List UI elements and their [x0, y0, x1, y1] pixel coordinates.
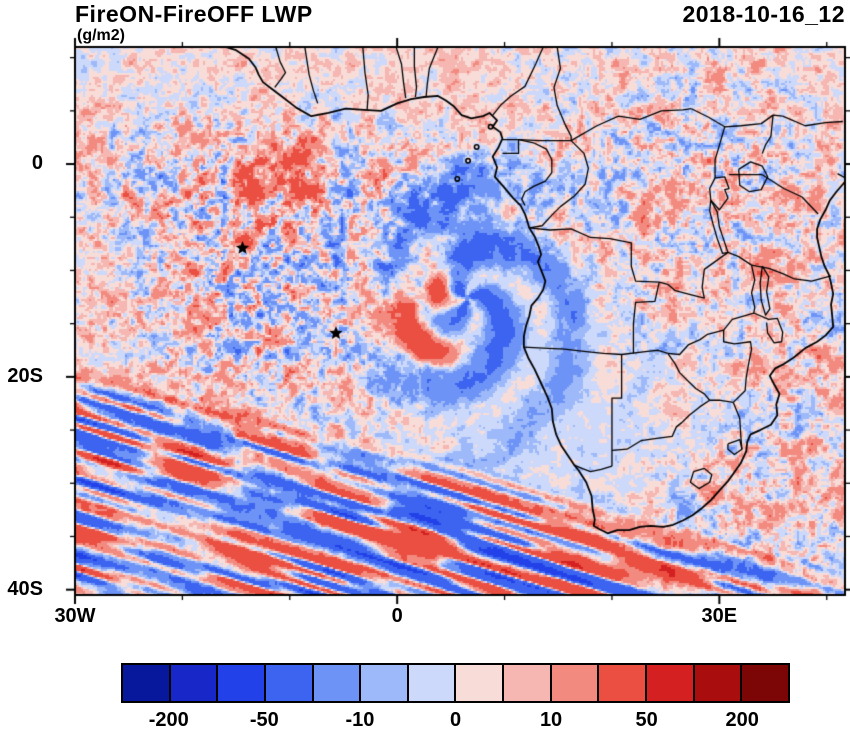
y-axis-tick-label: 20S [7, 364, 43, 387]
colorbar-cell [647, 665, 695, 701]
map-plot-canvas [0, 0, 850, 660]
colorbar-cell [694, 665, 743, 701]
colorbar-cell [456, 665, 505, 701]
colorbar-cell [599, 665, 648, 701]
colorbar-tick-label: 50 [635, 709, 658, 731]
x-axis-tick-label: 30E [701, 605, 738, 627]
colorbar-tick-label: -10 [345, 709, 375, 731]
colorbar [121, 663, 790, 703]
y-axis-tick-label: 40S [7, 577, 43, 600]
x-axis-tick-label: 0 [391, 605, 403, 627]
colorbar-cell [361, 665, 409, 701]
colorbar-cell [408, 665, 457, 701]
colorbar-cell [265, 665, 314, 701]
colorbar-tick-label: -50 [249, 709, 279, 731]
colorbar-cell [123, 665, 171, 701]
colorbar-tick-label: -200 [148, 709, 189, 731]
x-axis-labels: 30W 0 30E [0, 605, 850, 633]
colorbar-cell [504, 665, 552, 701]
colorbar-cell [551, 665, 600, 701]
colorbar-cell [313, 665, 362, 701]
colorbar-labels: -200 -50 -10 0 10 50 200 [0, 709, 850, 739]
colorbar-cell [218, 665, 266, 701]
plot-title: FireON-FireOFF LWP [75, 1, 313, 27]
y-axis-labels: 0 20S 40S [0, 0, 46, 660]
colorbar-cell [170, 665, 219, 701]
colorbar-tick-label: 200 [725, 709, 759, 731]
plot-date: 2018-10-16_12 [682, 1, 845, 27]
colorbar-tick-label: 10 [539, 709, 563, 731]
colorbar-tick-label: 0 [449, 709, 462, 731]
colorbar-cell [742, 665, 788, 701]
y-axis-tick-label: 0 [31, 152, 43, 175]
plot-units-label: (g/m2) [77, 27, 125, 44]
x-axis-tick-label: 30W [54, 605, 96, 627]
